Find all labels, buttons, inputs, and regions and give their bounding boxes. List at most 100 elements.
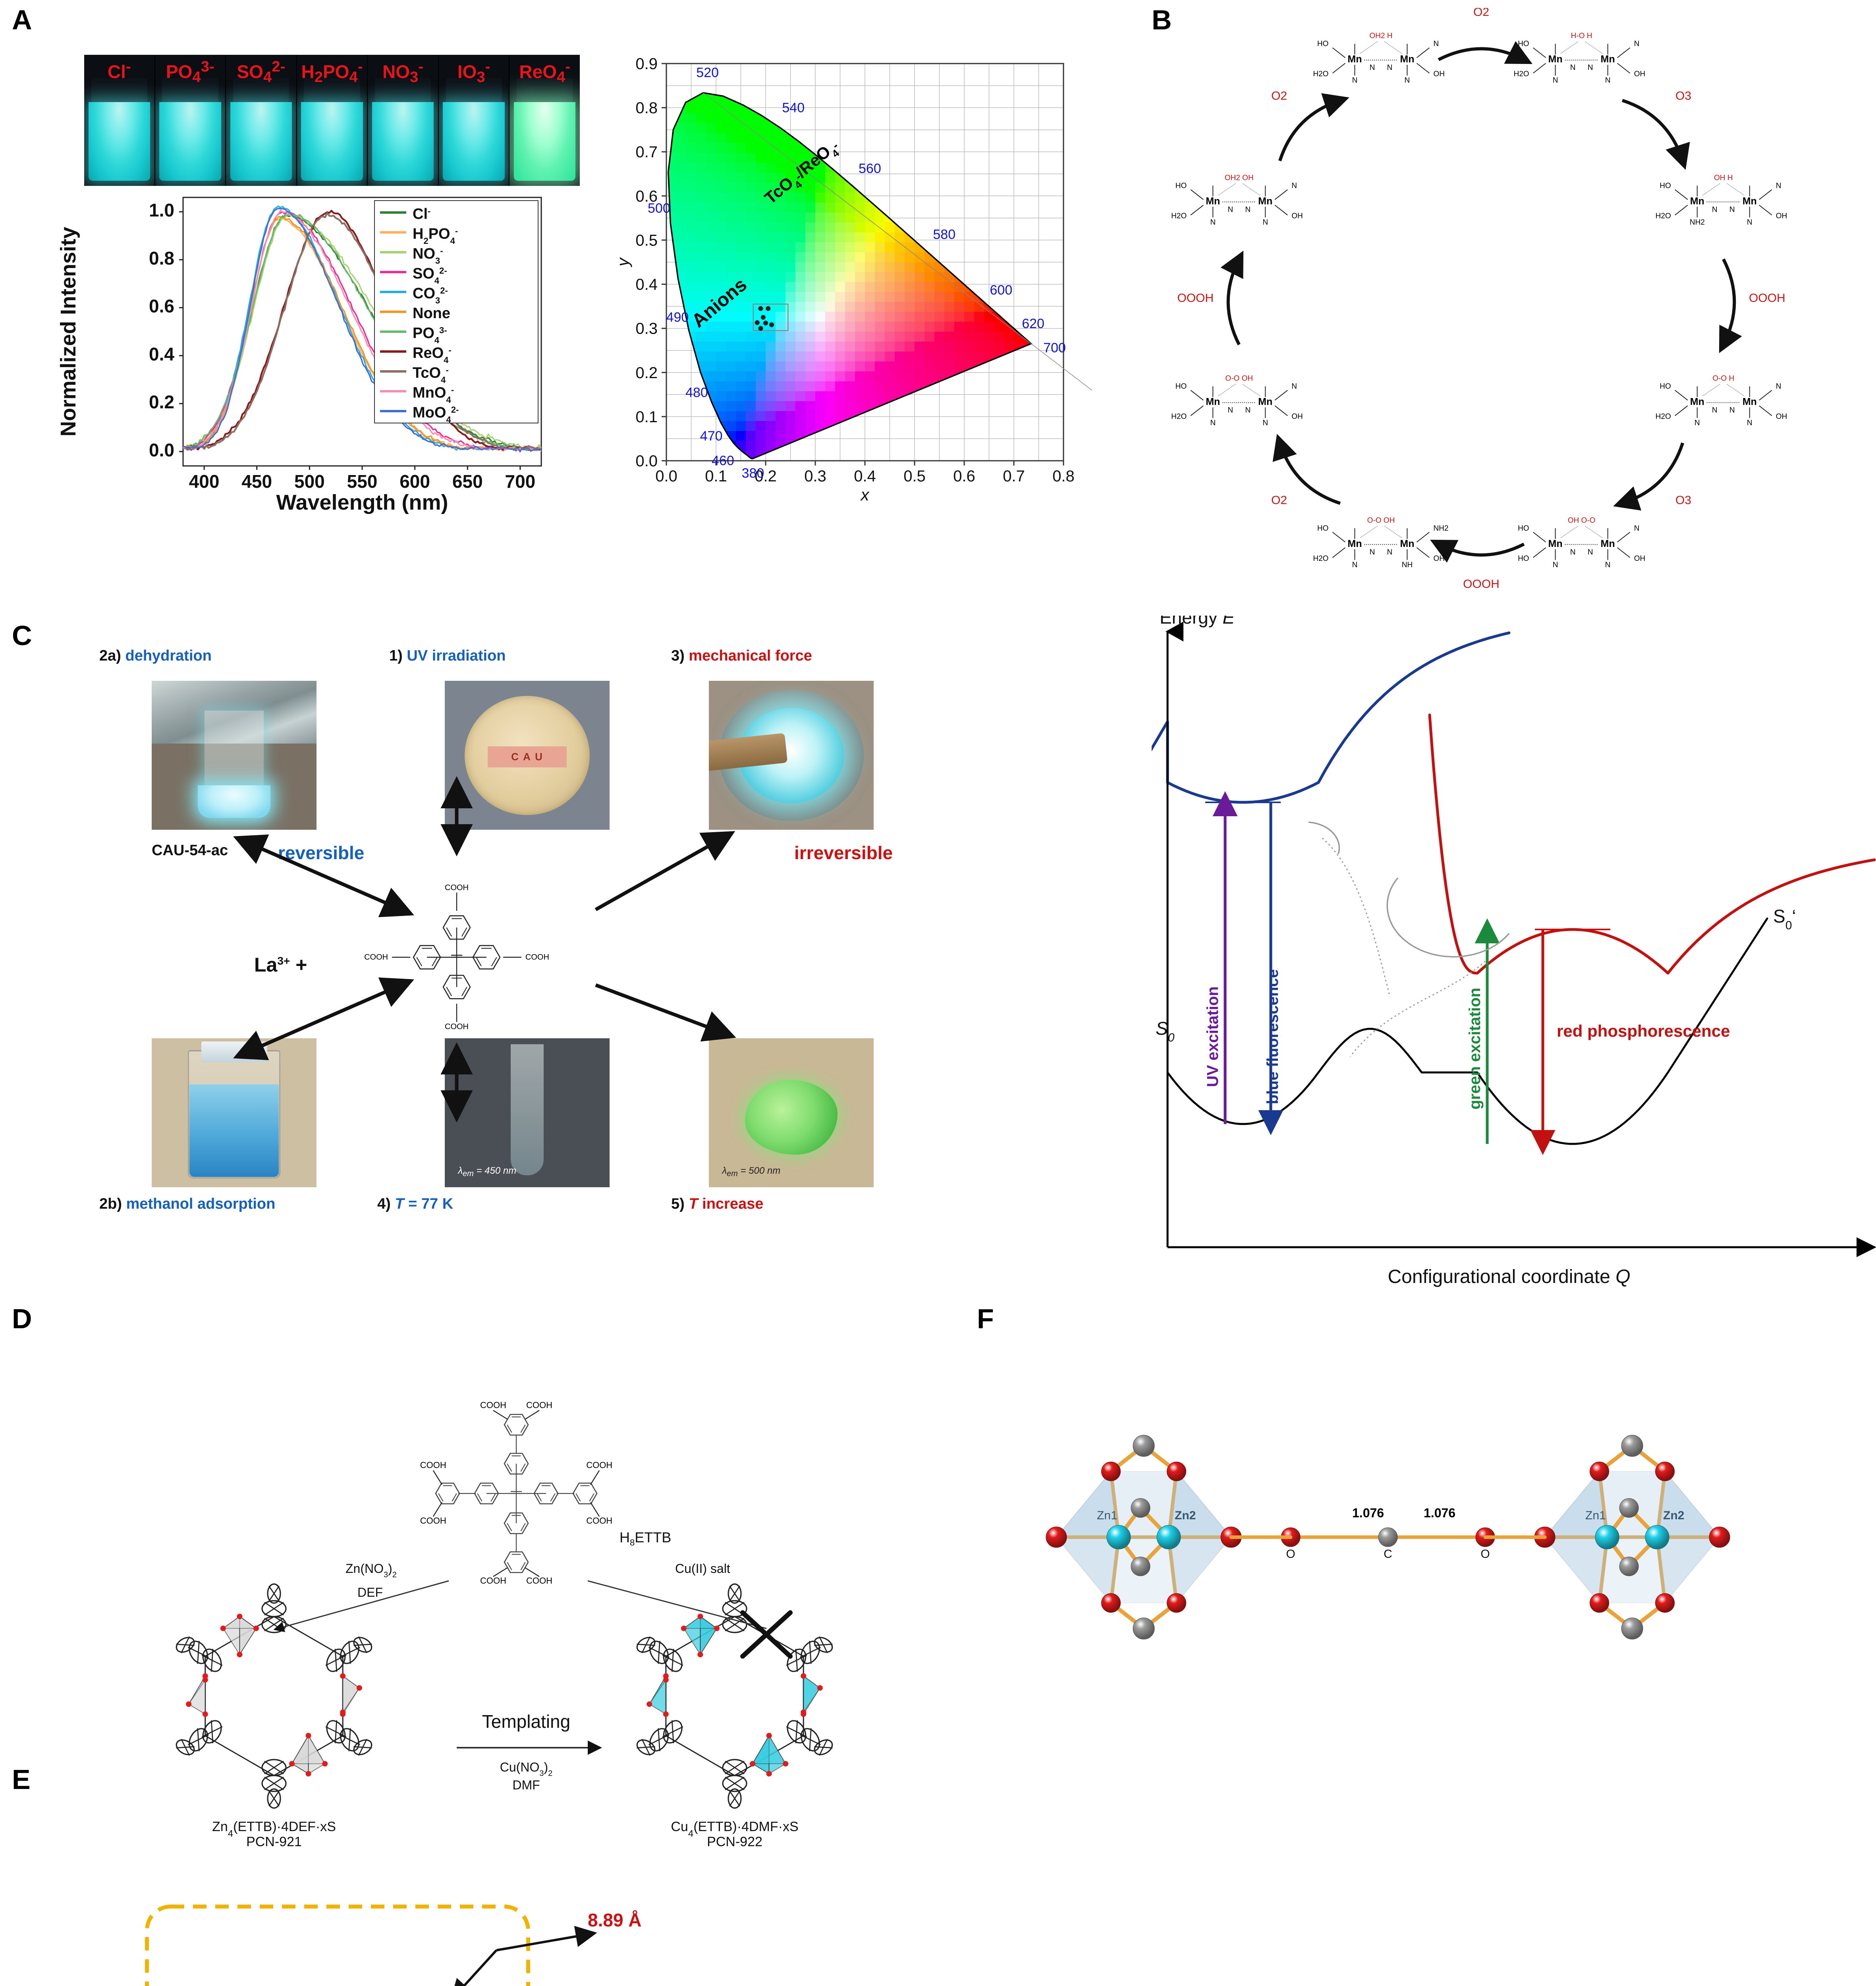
svg-text:NH2: NH2 bbox=[1433, 524, 1448, 533]
svg-text:OH H: OH H bbox=[1714, 174, 1733, 182]
svg-text:N: N bbox=[1387, 64, 1393, 72]
svg-text:1.076: 1.076 bbox=[1424, 1506, 1455, 1520]
svg-text:O2: O2 bbox=[1271, 494, 1287, 507]
svg-text:OH: OH bbox=[1291, 212, 1303, 220]
svg-text:O2: O2 bbox=[1473, 8, 1489, 19]
svg-text:HO: HO bbox=[1175, 182, 1187, 190]
svg-text:blue fluorescence: blue fluorescence bbox=[1264, 969, 1282, 1104]
svg-text:H2O: H2O bbox=[1656, 212, 1671, 220]
svg-text:OH: OH bbox=[1776, 413, 1787, 421]
svg-text:N: N bbox=[1245, 205, 1251, 214]
svg-text:O-O H: O-O H bbox=[1712, 375, 1734, 383]
svg-text:OH2 H: OH2 H bbox=[1369, 32, 1392, 40]
svg-text:Mn: Mn bbox=[1548, 538, 1563, 549]
svg-text:Zn2: Zn2 bbox=[1663, 1509, 1684, 1522]
svg-text:OH: OH bbox=[1433, 554, 1445, 563]
svg-text:N: N bbox=[1695, 419, 1700, 427]
svg-text:N: N bbox=[1747, 419, 1752, 427]
svg-text:OH2 OH: OH2 OH bbox=[1225, 174, 1254, 182]
svg-text:Mn: Mn bbox=[1258, 396, 1272, 408]
svg-text:Mn: Mn bbox=[1690, 396, 1704, 408]
svg-text:O: O bbox=[1286, 1547, 1295, 1561]
svg-text:0.7: 0.7 bbox=[1003, 468, 1025, 485]
svg-text:HO: HO bbox=[1175, 383, 1187, 391]
svg-text:green excitation: green excitation bbox=[1466, 988, 1484, 1110]
svg-text:Mn: Mn bbox=[1743, 195, 1757, 207]
svg-text:Zn2: Zn2 bbox=[1175, 1509, 1196, 1522]
svg-text:H2O: H2O bbox=[1313, 70, 1328, 78]
svg-text:HO: HO bbox=[1660, 383, 1671, 391]
svg-text:HO: HO bbox=[1660, 182, 1671, 190]
svg-text:OH: OH bbox=[1291, 413, 1303, 421]
svg-text:O3: O3 bbox=[1675, 494, 1691, 507]
svg-text:Mn: Mn bbox=[1206, 195, 1220, 207]
svg-text:N: N bbox=[1570, 548, 1576, 556]
svg-text:UV excitation: UV excitation bbox=[1204, 986, 1222, 1087]
svg-text:H2O: H2O bbox=[1171, 212, 1187, 220]
svg-text:N: N bbox=[1570, 64, 1576, 72]
svg-text:O-O OH: O-O OH bbox=[1225, 375, 1253, 383]
svg-text:Zn1: Zn1 bbox=[1585, 1509, 1606, 1522]
svg-text:red phosphorescence: red phosphorescence bbox=[1557, 1022, 1730, 1040]
svg-text:N: N bbox=[1433, 40, 1439, 48]
svg-text:N: N bbox=[1210, 419, 1216, 427]
svg-text:OOOH: OOOH bbox=[1749, 292, 1785, 305]
svg-text:NH: NH bbox=[1402, 561, 1413, 569]
svg-text:OOOH: OOOH bbox=[1463, 578, 1500, 591]
svg-text:O2: O2 bbox=[1271, 89, 1287, 102]
svg-text:Mn: Mn bbox=[1690, 195, 1704, 207]
svg-text:Energy E: Energy E bbox=[1160, 616, 1235, 628]
svg-text:620: 620 bbox=[1022, 316, 1044, 331]
svg-text:OH: OH bbox=[1433, 70, 1445, 78]
svg-text:HO: HO bbox=[1317, 40, 1329, 48]
svg-text:1.076: 1.076 bbox=[1352, 1506, 1384, 1520]
svg-text:OH: OH bbox=[1634, 70, 1646, 78]
svg-text:N: N bbox=[1387, 548, 1393, 556]
svg-text:HO: HO bbox=[1518, 554, 1529, 563]
svg-text:C: C bbox=[1384, 1547, 1392, 1561]
svg-text:OOOH: OOOH bbox=[1177, 292, 1214, 305]
svg-text:N: N bbox=[1291, 383, 1297, 391]
svg-text:H-O H: H-O H bbox=[1571, 32, 1592, 40]
svg-text:H2O: H2O bbox=[1171, 413, 1187, 421]
svg-text:Zn1: Zn1 bbox=[1097, 1509, 1117, 1522]
svg-text:N: N bbox=[1245, 406, 1251, 415]
svg-text:H2O: H2O bbox=[1656, 413, 1671, 421]
svg-text:0.8: 0.8 bbox=[1052, 468, 1075, 485]
svg-text:N: N bbox=[1370, 548, 1375, 556]
svg-text:N: N bbox=[1352, 561, 1358, 569]
svg-text:N: N bbox=[1747, 218, 1752, 226]
svg-text:Mn: Mn bbox=[1548, 54, 1563, 65]
svg-text:N: N bbox=[1729, 205, 1735, 214]
svg-text:Configurational coordinate Q: Configurational coordinate Q bbox=[1388, 1266, 1630, 1287]
svg-text:O-O OH: O-O OH bbox=[1367, 516, 1395, 525]
svg-text:Mn: Mn bbox=[1258, 195, 1272, 207]
svg-text:700: 700 bbox=[1043, 340, 1066, 355]
svg-text:N: N bbox=[1712, 406, 1718, 415]
svg-text:Mn: Mn bbox=[1347, 538, 1362, 549]
svg-text:HO: HO bbox=[1518, 40, 1529, 48]
svg-text:N: N bbox=[1605, 561, 1611, 569]
svg-text:Mn: Mn bbox=[1400, 538, 1414, 549]
svg-text:HO: HO bbox=[1317, 524, 1329, 533]
svg-text:OH: OH bbox=[1634, 554, 1646, 563]
svg-text:NH2: NH2 bbox=[1690, 218, 1705, 226]
svg-text:N: N bbox=[1553, 76, 1558, 85]
svg-text:N: N bbox=[1352, 76, 1358, 85]
svg-text:8.89 Å: 8.89 Å bbox=[588, 1910, 642, 1930]
svg-text:N: N bbox=[1262, 218, 1268, 226]
svg-text:HO: HO bbox=[1518, 524, 1529, 533]
svg-text:N: N bbox=[1370, 64, 1375, 72]
svg-text:Mn: Mn bbox=[1206, 396, 1220, 408]
svg-text:N: N bbox=[1588, 548, 1593, 556]
svg-text:H2O: H2O bbox=[1313, 554, 1328, 563]
svg-text:0.6: 0.6 bbox=[953, 468, 975, 485]
svg-text:600: 600 bbox=[990, 283, 1013, 298]
svg-text:Mn: Mn bbox=[1347, 54, 1362, 65]
svg-text:N: N bbox=[1262, 419, 1268, 427]
svg-text:N: N bbox=[1776, 182, 1781, 190]
svg-text:Mn: Mn bbox=[1601, 538, 1615, 549]
svg-text:OH O-O: OH O-O bbox=[1568, 516, 1596, 525]
svg-text:O3: O3 bbox=[1675, 89, 1691, 102]
svg-text:N: N bbox=[1634, 40, 1640, 48]
